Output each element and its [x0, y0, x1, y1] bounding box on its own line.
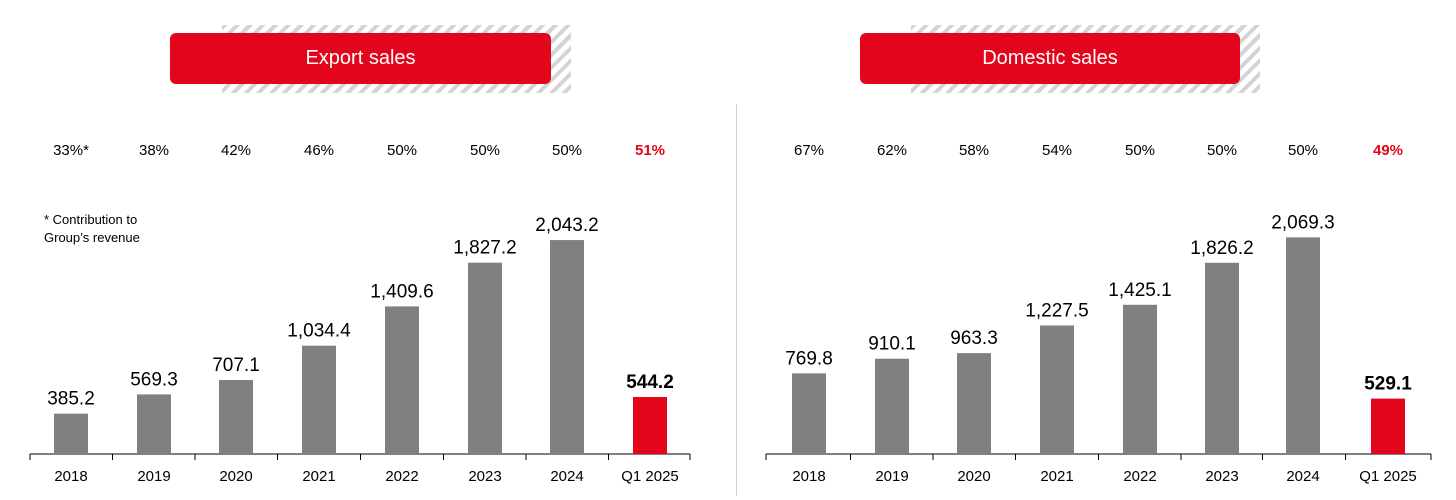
bar-value-label: 1,826.2 — [1190, 238, 1253, 259]
bar-chart: 769.8 2018 910.1 2019 963.3 2020 1,227.5 2021 1,… — [765, 212, 1432, 485]
bar-value-label: 1,425.1 — [1108, 280, 1171, 301]
chart-title: Export sales — [170, 33, 551, 84]
x-tick-label: 2020 — [957, 468, 990, 485]
bar-value-label: 707.1 — [212, 355, 260, 376]
x-tick-label: 2024 — [1286, 468, 1319, 485]
revenue-share-label: 46% — [303, 142, 335, 159]
bar-value-label: 569.3 — [130, 369, 178, 390]
bar-value-label: 529.1 — [1364, 374, 1412, 395]
bar-2021 — [302, 345, 336, 454]
revenue-share-label: 67% — [793, 142, 825, 159]
bar-value-label: 1,227.5 — [1025, 300, 1088, 321]
x-tick-label: 2022 — [1123, 468, 1156, 485]
bar-2018 — [54, 413, 88, 454]
x-tick-label: Q1 2025 — [621, 468, 679, 485]
revenue-share-label: 33%* — [53, 142, 89, 159]
bar-q1-2025 — [633, 397, 667, 454]
revenue-share-label: 51% — [634, 142, 666, 159]
x-tick-label: 2018 — [792, 468, 825, 485]
revenue-share-label: 42% — [220, 142, 252, 159]
footnote: * Contribution to Group’s revenue — [44, 212, 140, 245]
bar-value-label: 963.3 — [950, 328, 998, 349]
x-tick-label: 2022 — [385, 468, 418, 485]
bar-2020 — [957, 353, 991, 454]
bar-2019 — [137, 394, 171, 454]
x-tick-label: 2024 — [550, 468, 583, 485]
bar-2020 — [219, 379, 253, 454]
x-tick-label: 2021 — [302, 468, 335, 485]
revenue-share-label: 50% — [551, 142, 583, 159]
x-tick-label: 2023 — [468, 468, 501, 485]
bar-value-label: 910.1 — [868, 334, 916, 355]
bar-2021 — [1040, 325, 1074, 454]
revenue-share-label: 50% — [1124, 142, 1156, 159]
bar-2018 — [792, 373, 826, 454]
bar-2022 — [1123, 304, 1157, 454]
bar-value-label: 2,043.2 — [535, 215, 598, 236]
bar-value-label: 1,034.4 — [287, 321, 351, 342]
bar-chart: 385.2 2018 569.3 2019 707.1 2020 1,034.4 2021 1,… — [29, 215, 691, 485]
revenue-share-label: 58% — [958, 142, 990, 159]
domestic-sales-panel: Domestic sales 67% 62% 58% 54% 50% 50% 50% 49% … — [736, 0, 1456, 500]
revenue-share-label: 62% — [876, 142, 908, 159]
bar-2019 — [875, 358, 909, 454]
x-tick-label: 2019 — [137, 468, 170, 485]
bar-value-label: 385.2 — [47, 389, 95, 410]
x-tick-label: 2023 — [1205, 468, 1238, 485]
bar-value-label: 1,409.6 — [370, 281, 433, 302]
revenue-share-label: 50% — [469, 142, 501, 159]
revenue-share-label: 49% — [1372, 142, 1404, 159]
panel-divider — [736, 104, 737, 496]
bar-2024 — [1286, 237, 1320, 454]
revenue-share-label: 50% — [1287, 142, 1319, 159]
revenue-share-label: 50% — [1206, 142, 1238, 159]
bar-2024 — [550, 240, 584, 454]
revenue-share-label: 54% — [1041, 142, 1073, 159]
x-tick-label: 2020 — [219, 468, 252, 485]
bar-2023 — [1205, 262, 1239, 454]
export-sales-panel: Export sales 33%* 38% 42% 46% 50% 50% 50% 51% *… — [29, 25, 691, 485]
x-tick-label: 2018 — [54, 468, 87, 485]
bar-value-label: 2,069.3 — [1271, 212, 1334, 233]
bar-2023 — [468, 262, 502, 454]
bar-value-label: 544.2 — [626, 372, 674, 393]
chart-title: Domestic sales — [860, 33, 1240, 84]
x-tick-label: 2019 — [875, 468, 908, 485]
x-tick-label: 2021 — [1040, 468, 1073, 485]
x-tick-label: Q1 2025 — [1359, 468, 1417, 485]
bar-2022 — [385, 306, 419, 454]
bar-value-label: 769.8 — [785, 348, 833, 369]
revenue-share-label: 38% — [138, 142, 170, 159]
bar-value-label: 1,827.2 — [453, 238, 516, 259]
bar-q1-2025 — [1371, 398, 1405, 454]
revenue-share-label: 50% — [386, 142, 418, 159]
